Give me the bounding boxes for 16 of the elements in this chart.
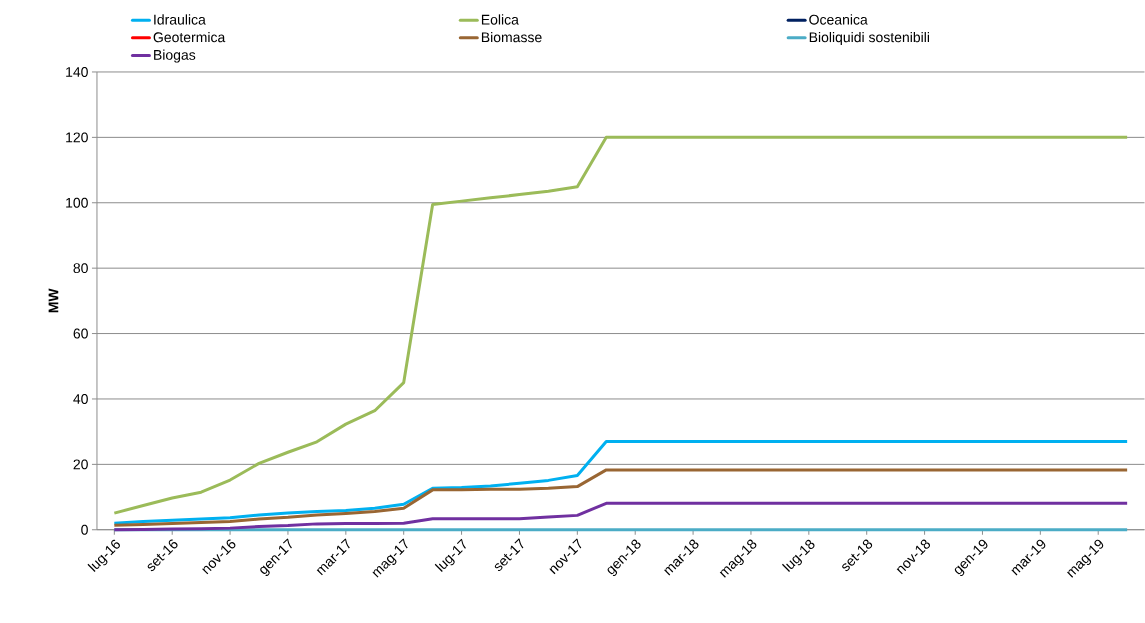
y-tick-label: 60: [73, 328, 88, 339]
legend-label: Idraulica: [154, 14, 206, 25]
y-tick-label: 20: [73, 459, 88, 470]
y-tick-label: 80: [73, 263, 88, 274]
y-tick-label: 100: [66, 197, 88, 208]
legend-label: Biogas: [154, 49, 196, 63]
legend-label: Geotermica: [153, 32, 226, 43]
legend-label: Biomasse: [481, 32, 542, 43]
legend-label: Bioliquidi sostenibili: [809, 32, 929, 46]
y-tick-label: 0: [81, 524, 88, 535]
legend-label: Oceanica: [809, 14, 868, 25]
y-tick-label: 40: [73, 394, 88, 405]
y-tick-label: 140: [66, 67, 88, 78]
y-axis-title: MW: [48, 288, 59, 313]
y-tick-label: 120: [66, 132, 88, 143]
legend-label: Eolica: [481, 14, 519, 25]
